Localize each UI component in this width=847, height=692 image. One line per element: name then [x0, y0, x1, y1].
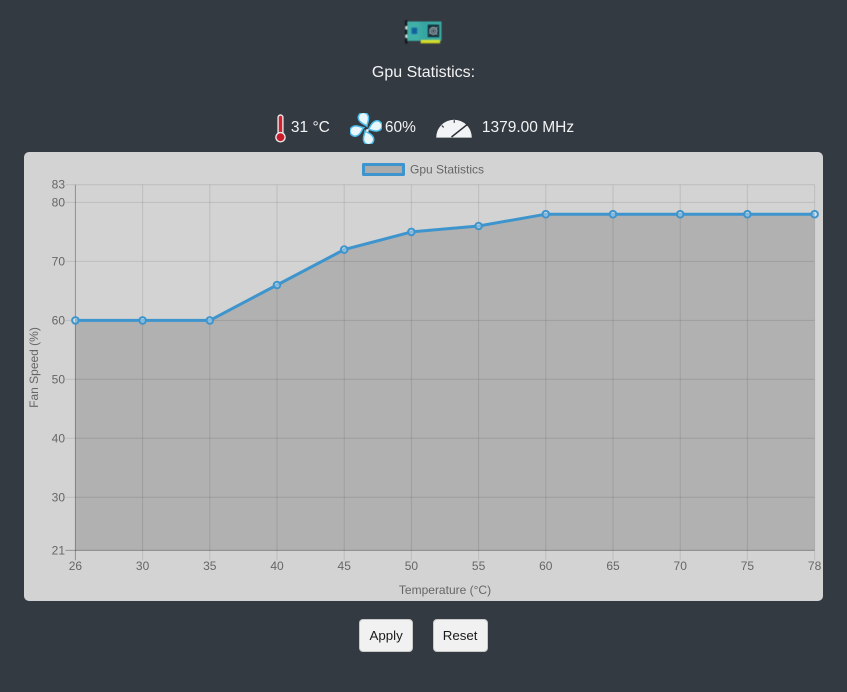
svg-text:75: 75: [741, 559, 755, 573]
svg-text:26: 26: [69, 559, 83, 573]
svg-text:78: 78: [808, 559, 822, 573]
svg-text:40: 40: [52, 431, 66, 445]
svg-text:65: 65: [606, 559, 620, 573]
svg-text:40: 40: [270, 559, 284, 573]
svg-text:30: 30: [136, 559, 150, 573]
svg-text:30: 30: [52, 490, 66, 504]
svg-text:Gpu Statistics: Gpu Statistics: [410, 163, 484, 177]
svg-text:50: 50: [405, 559, 419, 573]
svg-text:60: 60: [539, 559, 553, 573]
svg-text:21: 21: [52, 543, 66, 557]
svg-text:80: 80: [52, 195, 66, 209]
svg-text:35: 35: [203, 559, 217, 573]
svg-text:50: 50: [52, 372, 66, 386]
svg-text:70: 70: [52, 254, 66, 268]
svg-text:55: 55: [472, 559, 486, 573]
svg-text:70: 70: [674, 559, 688, 573]
svg-text:45: 45: [338, 559, 352, 573]
svg-text:Fan Speed (%): Fan Speed (%): [27, 327, 41, 408]
svg-text:60: 60: [52, 313, 66, 327]
svg-text:83: 83: [52, 178, 66, 192]
svg-text:Temperature (°C): Temperature (°C): [399, 583, 491, 597]
